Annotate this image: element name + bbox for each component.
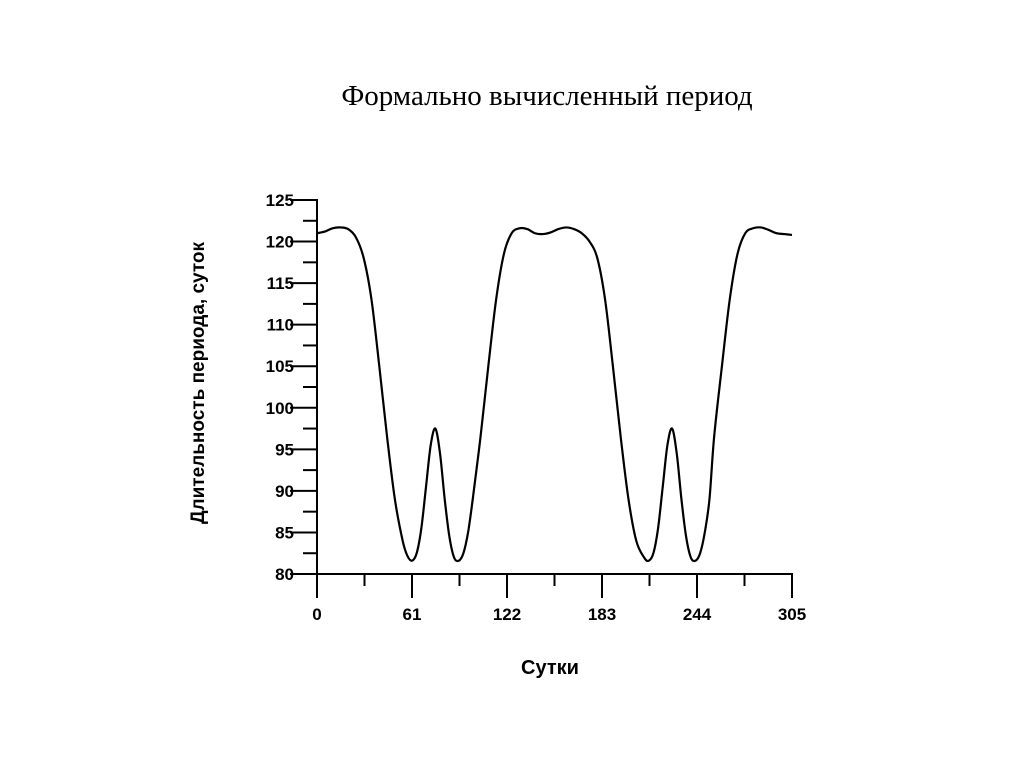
y-tick-label: 80 bbox=[275, 565, 294, 584]
series-line-0 bbox=[316, 226, 793, 563]
y-axis: 80 85 90 95 100 105 110 115 120 125 bbox=[266, 191, 318, 584]
y-tick-label: 125 bbox=[266, 191, 294, 210]
y-tick-label: 115 bbox=[267, 274, 294, 293]
x-tick-label: 61 bbox=[403, 605, 422, 624]
x-tick-label: 244 bbox=[683, 605, 712, 624]
x-axis: 0 61 122 183 244 305 bbox=[312, 573, 806, 624]
y-tick-label: 105 bbox=[266, 357, 294, 376]
x-axis-title: Сутки bbox=[521, 657, 579, 679]
x-tick-label: 305 bbox=[778, 605, 806, 624]
y-axis-title: Длительность периода, суток bbox=[188, 242, 209, 524]
series-group bbox=[316, 226, 793, 563]
y-tick-label: 90 bbox=[275, 482, 294, 501]
y-tick-label: 120 bbox=[266, 233, 294, 252]
y-tick-label: 110 bbox=[267, 316, 294, 335]
y-tick-label: 85 bbox=[275, 523, 294, 542]
slide-title: Формально вычисленный период bbox=[341, 80, 753, 112]
y-tick-label: 100 bbox=[266, 399, 294, 418]
x-tick-label: 122 bbox=[493, 605, 521, 624]
x-tick-label: 183 bbox=[588, 605, 616, 624]
x-tick-label: 0 bbox=[312, 605, 321, 624]
y-tick-label: 95 bbox=[275, 440, 294, 459]
